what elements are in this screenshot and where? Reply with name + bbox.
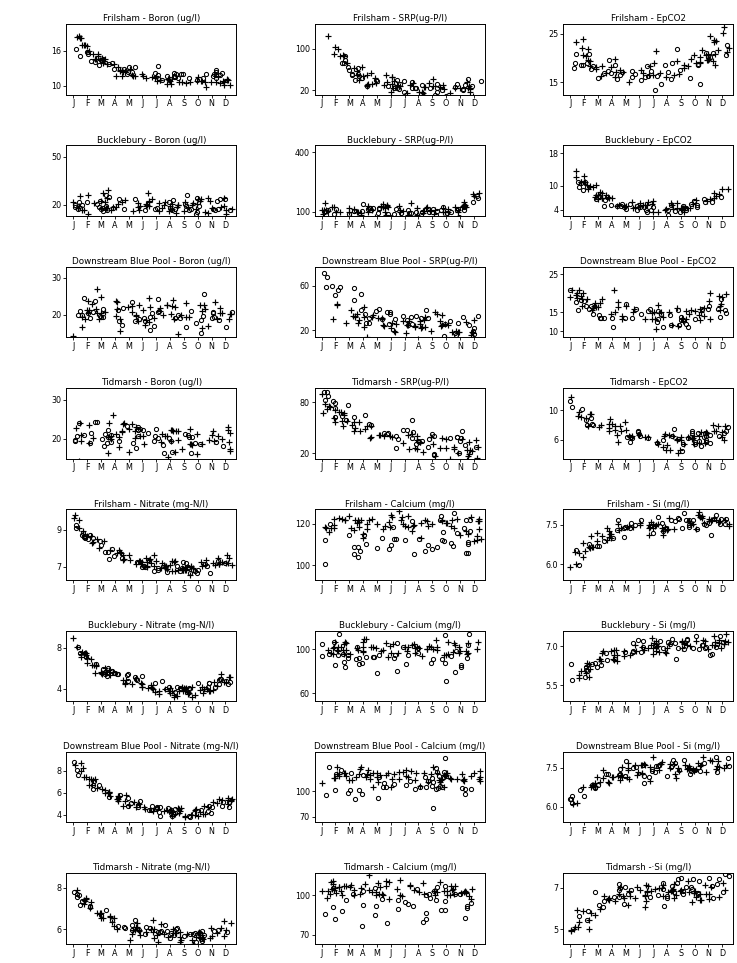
- Title: Bucklebury - Si (mg/l): Bucklebury - Si (mg/l): [601, 621, 696, 630]
- Title: Tidmarsh -·Si (mg/l): Tidmarsh -·Si (mg/l): [605, 864, 691, 872]
- Title: Frilsham - Nitrate (mg-N/l): Frilsham - Nitrate (mg-N/l): [94, 500, 209, 508]
- Title: Frilsham - Si (mg/l): Frilsham - Si (mg/l): [607, 500, 690, 508]
- Title: Tidmarsh - Nitrate (mg-N/l): Tidmarsh - Nitrate (mg-N/l): [92, 864, 211, 872]
- Title: Tidmarsh - Calcium (mg/l): Tidmarsh - Calcium (mg/l): [343, 864, 457, 872]
- Title: Frilsham - EpCO2: Frilsham - EpCO2: [611, 14, 685, 23]
- Title: Tidmarsh - Boron (ug/l): Tidmarsh - Boron (ug/l): [101, 378, 202, 387]
- Title: Downstream Blue Pool - Nitrate (mg-N/l): Downstream Blue Pool - Nitrate (mg-N/l): [63, 742, 240, 751]
- Title: Bucklebury - Boron (ug/l): Bucklebury - Boron (ug/l): [97, 136, 206, 144]
- Title: Bucklebury - EpCO2: Bucklebury - EpCO2: [604, 136, 692, 144]
- Title: Frilsham - Boron (ug/l): Frilsham - Boron (ug/l): [102, 14, 200, 23]
- Title: Frilsham - Calcium (mg/l): Frilsham - Calcium (mg/l): [345, 500, 455, 508]
- Title: Bucklebury - Nitrate (mg-N/l): Bucklebury - Nitrate (mg-N/l): [88, 621, 214, 630]
- Title: Downstream Blue Pool - Calcium (mg/l): Downstream Blue Pool - Calcium (mg/l): [314, 742, 486, 751]
- Title: Downstream Blue Pool - Boron (ug/l): Downstream Blue Pool - Boron (ug/l): [72, 257, 231, 266]
- Title: Tidmarsh - EpCO2: Tidmarsh - EpCO2: [609, 378, 688, 387]
- Title: Downstream Blue Pool - EpCO2: Downstream Blue Pool - EpCO2: [580, 257, 716, 266]
- Title: Downstream Blue Pool - Si (mg/l): Downstream Blue Pool - Si (mg/l): [576, 742, 720, 751]
- Title: Bucklebury - Calcium (mg/l): Bucklebury - Calcium (mg/l): [339, 621, 461, 630]
- Title: Bucklebury - SRP(ug-P/l): Bucklebury - SRP(ug-P/l): [346, 136, 453, 144]
- Title: Downstream Blue Pool - SRP(ug-P/l): Downstream Blue Pool - SRP(ug-P/l): [322, 257, 478, 266]
- Title: Frilsham - SRP(ug-P/l): Frilsham - SRP(ug-P/l): [352, 14, 447, 23]
- Title: Tidmarsh - SRP(ug-P/l): Tidmarsh - SRP(ug-P/l): [351, 378, 449, 387]
